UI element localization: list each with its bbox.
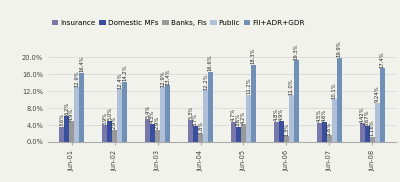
Text: 16.6%: 16.6% <box>208 54 213 71</box>
Text: 4.9%: 4.9% <box>69 107 74 121</box>
Text: 4.7%: 4.7% <box>231 108 236 121</box>
Text: 12.4%: 12.4% <box>117 72 122 89</box>
Text: 1.3%: 1.3% <box>284 123 289 136</box>
Bar <box>380 68 385 142</box>
Bar <box>327 135 332 142</box>
Bar <box>64 116 69 142</box>
Text: 13.4%: 13.4% <box>165 68 170 85</box>
Text: 4.3%: 4.3% <box>150 110 155 123</box>
Bar <box>322 122 327 142</box>
Bar <box>150 124 155 142</box>
Bar <box>236 127 241 142</box>
Text: 6.2%: 6.2% <box>64 102 69 115</box>
Text: 5.3%: 5.3% <box>188 106 193 119</box>
Bar <box>284 136 289 142</box>
Bar <box>112 130 117 142</box>
Bar <box>337 58 342 142</box>
Bar <box>360 123 365 142</box>
Text: 2.9%: 2.9% <box>155 116 160 129</box>
Bar <box>317 123 322 142</box>
Bar <box>294 60 299 142</box>
Bar <box>69 121 74 142</box>
Bar <box>246 95 251 142</box>
Bar <box>107 121 112 142</box>
Legend: Insurance, Domestic MFs, Banks, Fis, Public, FII+ADR+GDR: Insurance, Domestic MFs, Banks, Fis, Pub… <box>52 20 305 26</box>
Bar <box>370 137 375 142</box>
Text: 2.9%: 2.9% <box>112 116 117 129</box>
Bar <box>117 90 122 142</box>
Text: 12.9%: 12.9% <box>160 70 165 87</box>
Bar <box>203 90 208 142</box>
Text: 4.6%: 4.6% <box>322 109 327 122</box>
Text: 5.4%: 5.4% <box>145 105 150 118</box>
Bar <box>193 126 198 142</box>
Bar <box>274 122 279 142</box>
Text: 1.6%: 1.6% <box>327 121 332 134</box>
Text: 3.7%: 3.7% <box>193 112 198 126</box>
Bar <box>59 127 64 142</box>
Text: 19.3%: 19.3% <box>294 43 299 60</box>
Text: 3.6%: 3.6% <box>59 113 64 126</box>
Bar <box>279 121 284 142</box>
Text: 4.5%: 4.5% <box>317 109 322 122</box>
Text: 4.42%: 4.42% <box>360 106 365 123</box>
Text: 12.9%: 12.9% <box>74 70 79 87</box>
Bar <box>198 134 203 142</box>
Bar <box>241 124 246 142</box>
Text: 10.1%: 10.1% <box>332 82 337 99</box>
Text: 5.0%: 5.0% <box>107 107 112 120</box>
Text: 3.9%: 3.9% <box>102 112 107 125</box>
Bar <box>122 82 127 142</box>
Text: 11.2%: 11.2% <box>246 77 251 94</box>
Bar <box>365 126 370 142</box>
Bar <box>155 130 160 142</box>
Bar <box>145 119 150 142</box>
Text: 11.0%: 11.0% <box>289 78 294 95</box>
Text: 18.3%: 18.3% <box>251 47 256 64</box>
Bar <box>332 99 337 142</box>
Text: 3.6%: 3.6% <box>236 113 241 126</box>
Text: 1.8%: 1.8% <box>198 120 203 134</box>
Bar <box>231 122 236 142</box>
Bar <box>79 73 84 142</box>
Text: 16.4%: 16.4% <box>79 55 84 72</box>
Bar <box>188 120 193 142</box>
Text: 4.9%: 4.9% <box>279 107 284 121</box>
Bar <box>375 103 380 142</box>
Text: 3.67%: 3.67% <box>365 109 370 126</box>
Bar <box>160 87 165 142</box>
Bar <box>208 72 213 142</box>
Bar <box>289 95 294 142</box>
Text: 14.2%: 14.2% <box>122 65 127 81</box>
Bar <box>165 85 170 142</box>
Text: 1.16%: 1.16% <box>370 120 375 136</box>
Bar <box>74 87 79 142</box>
Text: 9.24%: 9.24% <box>375 86 380 102</box>
Text: 4.2%: 4.2% <box>241 110 246 124</box>
Bar <box>251 64 256 142</box>
Text: 19.9%: 19.9% <box>337 40 342 57</box>
Text: 17.4%: 17.4% <box>380 51 385 68</box>
Text: 4.8%: 4.8% <box>274 108 279 121</box>
Bar <box>102 125 107 142</box>
Text: 12.2%: 12.2% <box>203 73 208 90</box>
